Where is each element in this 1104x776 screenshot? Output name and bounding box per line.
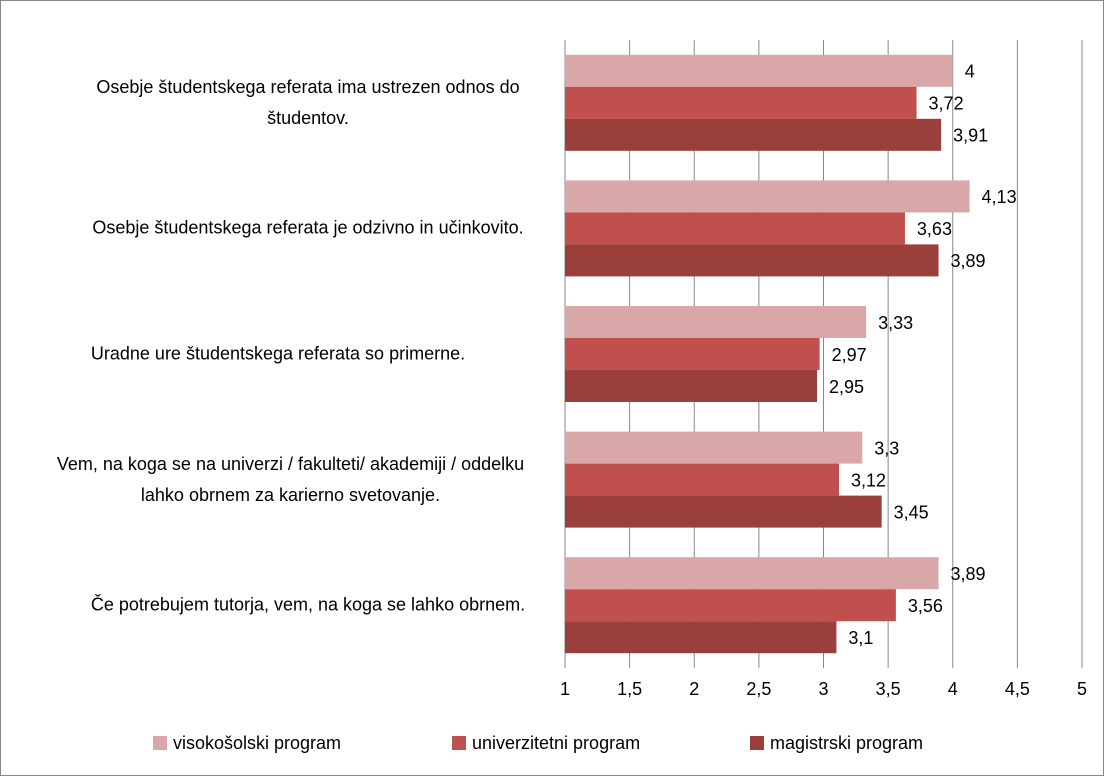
bar [565,495,882,528]
data-label: 3,91 [953,126,988,146]
data-label: 3,45 [894,502,929,522]
data-label: 3,72 [929,94,964,114]
category-label: Uradne ure študentskega referata so prim… [90,343,466,364]
legend-swatch [452,736,466,750]
data-label: 3,1 [848,628,873,648]
bar [565,212,905,245]
x-tick-label: 3,5 [876,679,901,699]
bar [565,244,939,277]
legend-label: visokošolski program [173,733,341,753]
bar [565,431,863,464]
data-label: 4 [965,62,975,82]
bar [565,54,953,87]
data-label: 3,89 [951,251,986,271]
bar [565,463,840,496]
x-tick-label: 1,5 [617,679,642,699]
data-label: 3,33 [878,313,913,333]
data-label: 3,56 [908,596,943,616]
bar [565,86,917,119]
legend-label: magistrski program [770,733,923,753]
data-label: 3,89 [951,564,986,584]
legend-label: univerzitetni program [472,733,640,753]
bar [565,370,818,402]
category-label: Če potrebujem tutorja, vem, na koga se l… [90,594,526,615]
bar [565,621,837,654]
x-tick-label: 4 [948,679,958,699]
legend-swatch [750,736,764,750]
bar [565,306,867,338]
data-label: 2,95 [829,377,864,397]
x-tick-label: 5 [1077,679,1087,699]
legend-swatch [153,736,167,750]
x-tick-label: 2,5 [746,679,771,699]
x-tick-label: 3 [818,679,828,699]
bar [565,338,820,370]
bar [565,180,970,213]
category-label: Vem, na koga se na univerzi / fakulteti/… [56,453,525,505]
bar [565,589,896,622]
data-label: 2,97 [832,345,867,365]
x-tick-label: 1 [560,679,570,699]
data-label: 4,13 [982,187,1017,207]
category-label: Osebje študentskega referata je odzivno … [92,217,524,238]
data-label: 3,63 [917,219,952,239]
data-label: 3,3 [874,438,899,458]
data-label: 3,12 [851,470,886,490]
bar [565,557,939,590]
bar [565,118,942,151]
x-tick-label: 2 [689,679,699,699]
x-tick-label: 4,5 [1005,679,1030,699]
category-label: Osebje študentskega referata ima ustreze… [96,76,520,128]
